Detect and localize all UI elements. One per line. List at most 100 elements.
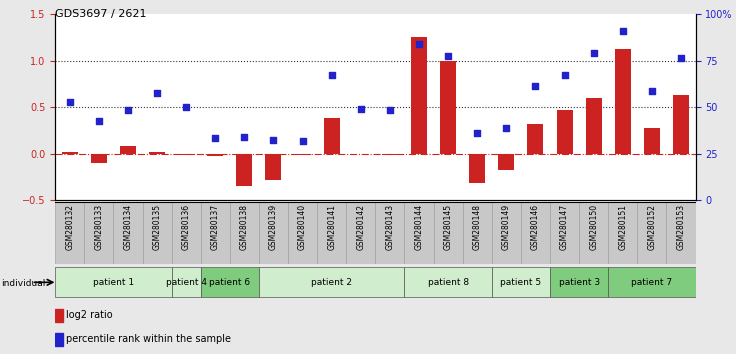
Bar <box>178 154 194 155</box>
Bar <box>288 202 317 264</box>
Text: GSM280144: GSM280144 <box>414 204 423 250</box>
Bar <box>266 154 281 179</box>
Bar <box>615 50 631 154</box>
Bar <box>405 202 434 264</box>
Point <box>559 73 570 78</box>
Text: GSM280133: GSM280133 <box>94 204 103 250</box>
Bar <box>492 202 521 264</box>
Text: GSM280142: GSM280142 <box>356 204 365 250</box>
Text: patient 6: patient 6 <box>209 278 250 287</box>
Text: GSM280136: GSM280136 <box>182 204 191 250</box>
Bar <box>317 202 346 264</box>
Bar <box>637 202 666 264</box>
Bar <box>55 202 85 264</box>
Bar <box>62 152 78 154</box>
Text: patient 2: patient 2 <box>311 278 353 287</box>
Bar <box>230 202 259 264</box>
Text: GSM280146: GSM280146 <box>531 204 540 250</box>
Bar <box>171 267 201 297</box>
Bar <box>411 38 427 154</box>
Point <box>238 134 250 140</box>
Bar <box>666 202 696 264</box>
Bar <box>579 202 608 264</box>
Bar <box>586 98 601 154</box>
Bar <box>673 95 689 154</box>
Text: percentile rank within the sample: percentile rank within the sample <box>66 335 231 344</box>
Point <box>588 50 600 56</box>
Point <box>471 130 483 136</box>
Bar <box>556 110 573 154</box>
Bar <box>149 152 165 154</box>
Bar <box>608 267 696 297</box>
Text: GSM280152: GSM280152 <box>648 204 657 250</box>
Text: GSM280149: GSM280149 <box>502 204 511 250</box>
Text: patient 8: patient 8 <box>428 278 469 287</box>
Text: GSM280135: GSM280135 <box>152 204 162 250</box>
Bar <box>55 333 63 346</box>
Bar <box>521 202 550 264</box>
Point <box>122 107 134 113</box>
Text: GSM280147: GSM280147 <box>560 204 569 250</box>
Bar <box>608 202 637 264</box>
Bar <box>113 202 143 264</box>
Point <box>384 107 396 113</box>
Point <box>209 135 221 141</box>
Text: patient 7: patient 7 <box>631 278 673 287</box>
Bar <box>55 267 171 297</box>
Bar <box>91 154 107 163</box>
Bar <box>208 154 223 156</box>
Bar <box>294 154 311 155</box>
Bar <box>434 202 463 264</box>
Bar <box>259 267 405 297</box>
Text: GSM280137: GSM280137 <box>210 204 220 250</box>
Bar <box>55 309 63 322</box>
Point <box>151 90 163 96</box>
Bar <box>346 202 375 264</box>
Bar <box>201 202 230 264</box>
Text: GSM280139: GSM280139 <box>269 204 278 250</box>
Bar <box>324 118 340 154</box>
Point <box>646 88 658 94</box>
Bar <box>644 129 660 154</box>
Text: GSM280153: GSM280153 <box>676 204 685 250</box>
Bar <box>259 202 288 264</box>
Point <box>268 137 280 142</box>
Text: patient 5: patient 5 <box>500 278 542 287</box>
Text: GSM280151: GSM280151 <box>618 204 627 250</box>
Bar <box>528 124 543 154</box>
Point <box>355 106 367 112</box>
Point <box>675 55 687 61</box>
Bar <box>492 267 550 297</box>
Bar <box>550 202 579 264</box>
Text: GSM280145: GSM280145 <box>444 204 453 250</box>
Bar <box>375 202 405 264</box>
Point <box>64 99 76 105</box>
Text: individual: individual <box>1 279 46 288</box>
Bar <box>405 267 492 297</box>
Text: GSM280132: GSM280132 <box>66 204 74 250</box>
Point <box>93 118 105 124</box>
Bar <box>236 154 252 186</box>
Point <box>442 53 454 59</box>
Point <box>180 104 192 110</box>
Text: GSM280143: GSM280143 <box>386 204 394 250</box>
Text: GSM280141: GSM280141 <box>328 204 336 250</box>
Text: GDS3697 / 2621: GDS3697 / 2621 <box>55 9 146 19</box>
Bar <box>85 202 113 264</box>
Point <box>297 139 308 144</box>
Text: log2 ratio: log2 ratio <box>66 310 113 320</box>
Bar <box>171 202 201 264</box>
Bar <box>470 154 485 183</box>
Bar <box>498 154 514 170</box>
Text: patient 3: patient 3 <box>559 278 600 287</box>
Bar <box>201 267 259 297</box>
Text: patient 1: patient 1 <box>93 278 134 287</box>
Text: GSM280134: GSM280134 <box>124 204 132 250</box>
Bar <box>143 202 171 264</box>
Text: patient 4: patient 4 <box>166 278 207 287</box>
Point <box>500 125 512 130</box>
Bar <box>382 154 398 155</box>
Text: GSM280138: GSM280138 <box>240 204 249 250</box>
Bar <box>120 146 136 154</box>
Text: GSM280140: GSM280140 <box>298 204 307 250</box>
